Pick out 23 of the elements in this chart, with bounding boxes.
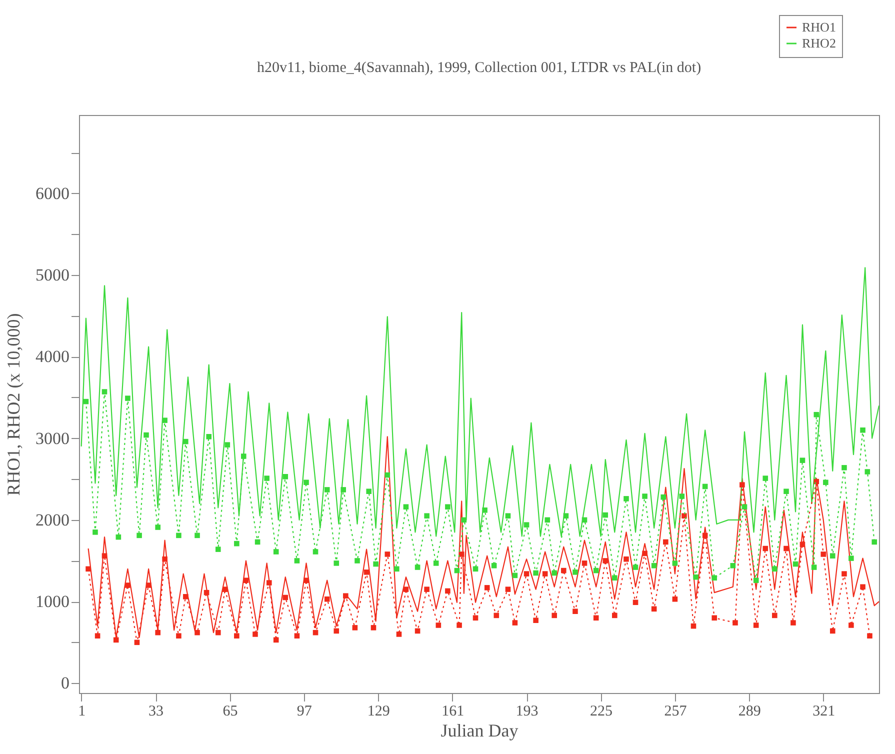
x-tick-label: 257: [664, 704, 688, 720]
legend-label: RHO2: [802, 36, 836, 50]
x-tick-label: 97: [296, 704, 312, 720]
y-tick-label: 2000: [36, 510, 70, 530]
y-tick-label: 1000: [36, 592, 70, 612]
x-tick-label: 321: [812, 704, 836, 720]
legend-label: RHO1: [802, 20, 836, 34]
y-tick-label: 0: [61, 674, 70, 693]
x-axis-title: Julian Day: [440, 720, 518, 740]
x-tick-label: 193: [516, 704, 538, 720]
y-tick-label: 6000: [36, 184, 70, 203]
x-tick-label: 65: [222, 704, 238, 720]
y-tick-label: 5000: [36, 266, 70, 285]
y-tick-label: 4000: [36, 347, 70, 366]
y-axis-title: RHO1, RHO2 (x 10,000): [4, 313, 24, 496]
x-tick-label: 1: [78, 704, 86, 720]
x-tick-label: 225: [590, 704, 612, 720]
y-tick-label: 3000: [36, 428, 70, 448]
x-tick-label: 289: [738, 704, 761, 720]
chart-title: h20v11, biome_4(Savannah), 1999, Collection 001, LTDR vs PAL(in dot): [256, 60, 702, 76]
x-tick-label: 161: [442, 704, 464, 720]
x-tick-label: 129: [367, 704, 390, 720]
x-tick-label: 33: [148, 704, 164, 720]
